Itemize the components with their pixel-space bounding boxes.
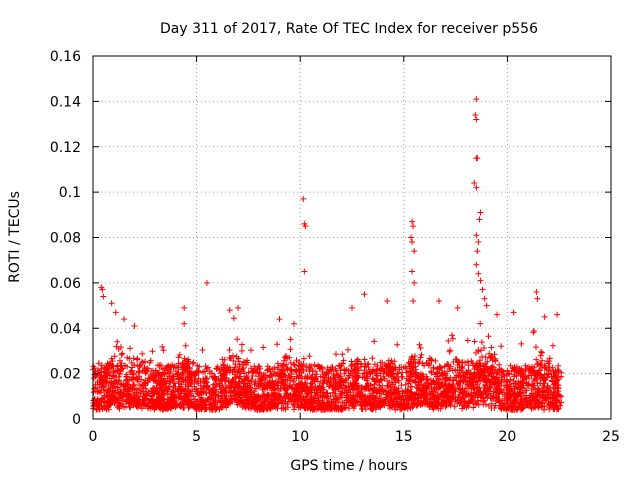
x-tick-label: 15	[395, 429, 413, 445]
data-point	[181, 320, 188, 327]
grid-lines	[93, 56, 611, 419]
data-point	[533, 288, 540, 295]
data-point	[554, 311, 561, 318]
y-tick-label: 0.04	[50, 321, 81, 337]
data-point	[494, 311, 501, 318]
data-point	[471, 180, 478, 187]
data-point	[300, 195, 307, 202]
data-point	[477, 209, 484, 216]
data-point	[409, 239, 416, 246]
y-tick-label: 0.06	[50, 276, 81, 292]
data-point	[483, 302, 490, 309]
data-point	[474, 248, 481, 255]
data-point	[235, 304, 242, 311]
y-tick-label: 0.12	[50, 140, 81, 156]
x-axis-label: GPS time / hours	[290, 458, 407, 474]
data-point	[479, 286, 486, 293]
data-point	[361, 291, 368, 298]
data-point	[409, 268, 416, 275]
data-point	[112, 309, 119, 316]
data-point	[473, 232, 480, 239]
x-tick-label: 5	[192, 429, 201, 445]
data-point	[100, 293, 107, 300]
y-axis-label: ROTI / TECUs	[7, 191, 23, 283]
data-point	[473, 96, 480, 103]
data-point	[301, 268, 308, 275]
data-point	[475, 239, 482, 246]
data-point	[290, 320, 297, 327]
data-point	[108, 300, 115, 307]
y-tick-label: 0	[72, 412, 81, 428]
data-point	[408, 234, 415, 241]
data-point	[121, 316, 128, 323]
x-tick-label: 0	[89, 429, 98, 445]
y-tick-label: 0.14	[50, 94, 81, 110]
y-tick-label: 0.16	[50, 49, 81, 65]
data-point	[349, 304, 355, 311]
data-point	[276, 316, 283, 323]
data-point	[473, 184, 480, 191]
data-point	[476, 216, 483, 223]
x-tick-label: 10	[291, 429, 309, 445]
y-tick-label: 0.02	[50, 367, 81, 383]
data-point	[477, 277, 484, 284]
data-point	[181, 304, 188, 311]
data-point	[410, 298, 417, 305]
x-tick-label: 20	[498, 429, 516, 445]
data-point	[131, 322, 138, 329]
data-point	[510, 309, 517, 316]
chart-title: Day 311 of 2017, Rate Of TEC Index for r…	[160, 21, 538, 37]
data-points	[90, 96, 565, 413]
data-point	[473, 261, 480, 268]
data-point	[534, 295, 541, 302]
data-point	[473, 116, 480, 123]
axis-ticks: 0 5 10 15 20 25 0 0.02 0.04 0.06 0.08 0.1 0.12 0.14 0.…	[50, 49, 620, 445]
data-point	[541, 313, 548, 320]
data-point	[454, 304, 461, 311]
data-point	[203, 279, 210, 286]
data-point	[475, 270, 482, 277]
data-point	[472, 111, 479, 118]
data-point	[481, 295, 488, 302]
data-point	[411, 279, 418, 286]
y-tick-label: 0.08	[50, 231, 81, 247]
data-point	[410, 223, 417, 230]
data-point	[474, 155, 481, 162]
data-point	[226, 307, 233, 314]
data-point	[411, 248, 418, 255]
y-tick-label: 0.1	[59, 185, 81, 201]
data-point	[99, 286, 106, 293]
baseline-point-cloud	[90, 315, 565, 413]
data-point	[302, 223, 309, 230]
data-point	[384, 298, 391, 305]
data-point	[409, 218, 416, 225]
data-point	[436, 298, 443, 305]
x-tick-label: 25	[602, 429, 620, 445]
